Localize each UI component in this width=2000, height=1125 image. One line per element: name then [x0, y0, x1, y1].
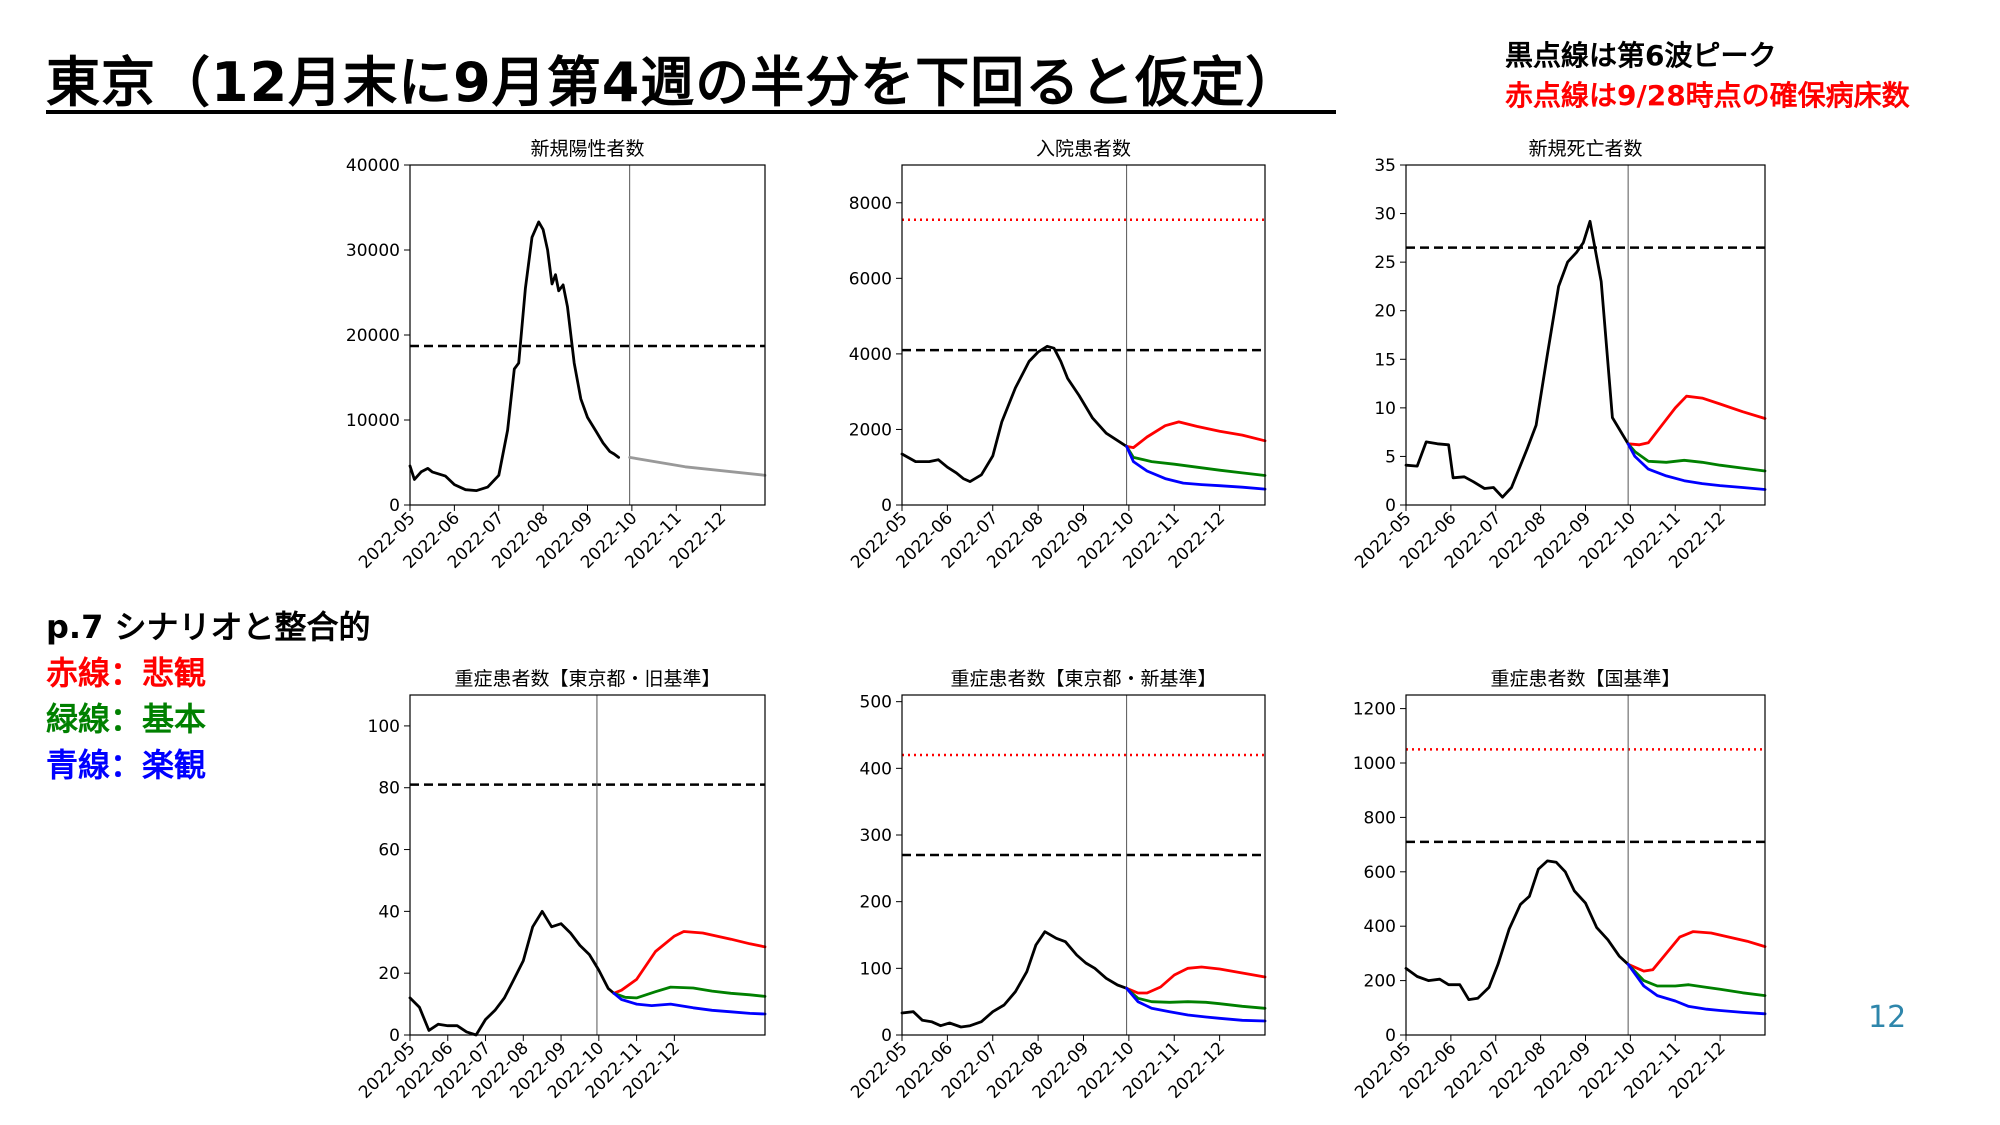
y-tick-label: 0 [389, 1026, 400, 1046]
y-tick-label: 0 [881, 496, 892, 516]
chart-new-positive-cases: 新規陽性者数0100002000030000400002022-052022-0… [346, 138, 767, 573]
y-tick-label: 20 [1374, 302, 1396, 322]
series-line-green [1125, 445, 1267, 477]
y-tick-label: 10 [1374, 399, 1396, 419]
y-tick-label: 100 [860, 959, 892, 979]
y-tick-label: 10000 [346, 411, 400, 431]
y-tick-label: 80 [378, 779, 400, 799]
series-line-blue [1626, 442, 1767, 491]
series-line-black [900, 344, 1128, 483]
plot-frame [1405, 694, 1766, 1036]
chart-title: 重症患者数【東京都・新基準】 [950, 668, 1216, 690]
page-number: 12 [1868, 1000, 1907, 1035]
legend-consistency: p.7 シナリオと整合的 [46, 608, 371, 646]
chart-title: 新規陽性者数 [530, 138, 644, 160]
y-tick-label: 0 [1385, 496, 1396, 516]
series-line-black [900, 930, 1128, 1029]
series-line-black [1404, 219, 1630, 499]
y-tick-label: 2000 [849, 420, 892, 440]
y-tick-label: 0 [389, 496, 400, 516]
page-title: 東京（12月末に9月第4週の半分を下回ると仮定） [46, 51, 1301, 114]
series-line-green [1626, 962, 1767, 997]
y-tick-label: 100 [368, 717, 400, 737]
y-tick-label: 25 [1374, 253, 1396, 273]
series-line-green [1626, 442, 1767, 473]
y-tick-label: 800 [1364, 808, 1396, 828]
y-tick-label: 35 [1374, 156, 1396, 176]
plot-frame [1405, 164, 1766, 506]
y-tick-label: 20000 [346, 326, 400, 346]
series-line-green [1125, 986, 1267, 1010]
y-tick-label: 200 [860, 893, 892, 913]
scenario-legend: p.7 シナリオと整合的 赤線：悲観 緑線：基本 青線：楽観 [46, 604, 370, 788]
y-tick-label: 400 [860, 759, 892, 779]
series-line-red [1626, 394, 1767, 447]
y-tick-label: 15 [1374, 350, 1396, 370]
plot-frame [409, 164, 766, 506]
series-line-blue [1125, 445, 1267, 491]
black-dashed-note: 黒点線は第6波ピーク [1505, 39, 1777, 72]
y-tick-label: 500 [860, 693, 892, 713]
plot-frame [409, 694, 766, 1036]
series-line-red [1626, 930, 1767, 973]
series-line-black [408, 910, 616, 1037]
series-line-red [1125, 965, 1267, 995]
series-line-black [1404, 859, 1630, 1001]
y-tick-label: 1200 [1353, 700, 1396, 720]
plot-frame [901, 164, 1266, 506]
series-line-red [1125, 420, 1267, 449]
chart-title: 新規死亡者数 [1528, 138, 1642, 160]
y-tick-label: 0 [1385, 1026, 1396, 1046]
series-line-red [612, 930, 767, 995]
series-line-blue [612, 991, 767, 1016]
y-tick-label: 1000 [1353, 754, 1396, 774]
y-tick-label: 8000 [849, 194, 892, 214]
y-tick-label: 0 [881, 1026, 892, 1046]
chart-title: 重症患者数【東京都・旧基準】 [454, 668, 720, 690]
y-tick-label: 30000 [346, 241, 400, 261]
y-tick-label: 30 [1374, 205, 1396, 225]
chart-title: 入院患者数 [1036, 138, 1131, 160]
chart-severe-tokyo-new-standard: 重症患者数【東京都・新基準】01002003004005002022-05202… [847, 668, 1267, 1103]
y-tick-label: 40 [378, 902, 400, 922]
legend-red-pessimistic: 赤線：悲観 [46, 654, 207, 692]
series-line-blue [1626, 962, 1767, 1016]
y-tick-label: 6000 [849, 269, 892, 289]
red-dotted-note: 赤点線は9/28時点の確保病床数 [1505, 79, 1910, 112]
chart-severe-tokyo-old-standard: 重症患者数【東京都・旧基準】0204060801002022-052022-06… [355, 668, 767, 1103]
y-tick-label: 200 [1364, 972, 1396, 992]
y-tick-label: 4000 [849, 345, 892, 365]
title-underline [46, 110, 1336, 114]
legend-blue-optimistic: 青線：楽観 [46, 746, 207, 784]
y-tick-label: 40000 [346, 156, 400, 176]
series-line-black [408, 220, 620, 492]
series-line-blue [1125, 986, 1267, 1023]
series-line-green [612, 985, 767, 1000]
y-tick-label: 5 [1385, 447, 1396, 467]
y-tick-label: 60 [378, 841, 400, 861]
plot-frame [901, 694, 1266, 1036]
y-tick-label: 400 [1364, 917, 1396, 937]
y-tick-label: 600 [1364, 863, 1396, 883]
chart-title: 重症患者数【国基準】 [1490, 668, 1680, 690]
series-line-gray [628, 456, 767, 477]
y-tick-label: 20 [378, 964, 400, 984]
chart-severe-national-standard: 重症患者数【国基準】0200400600800100012002022-0520… [1351, 668, 1767, 1103]
chart-hospitalized-patients: 入院患者数020004000600080002022-052022-062022… [847, 138, 1267, 573]
y-tick-label: 300 [860, 826, 892, 846]
chart-new-deaths: 新規死亡者数051015202530352022-052022-062022-0… [1351, 138, 1767, 573]
legend-green-basic: 緑線：基本 [46, 700, 207, 738]
